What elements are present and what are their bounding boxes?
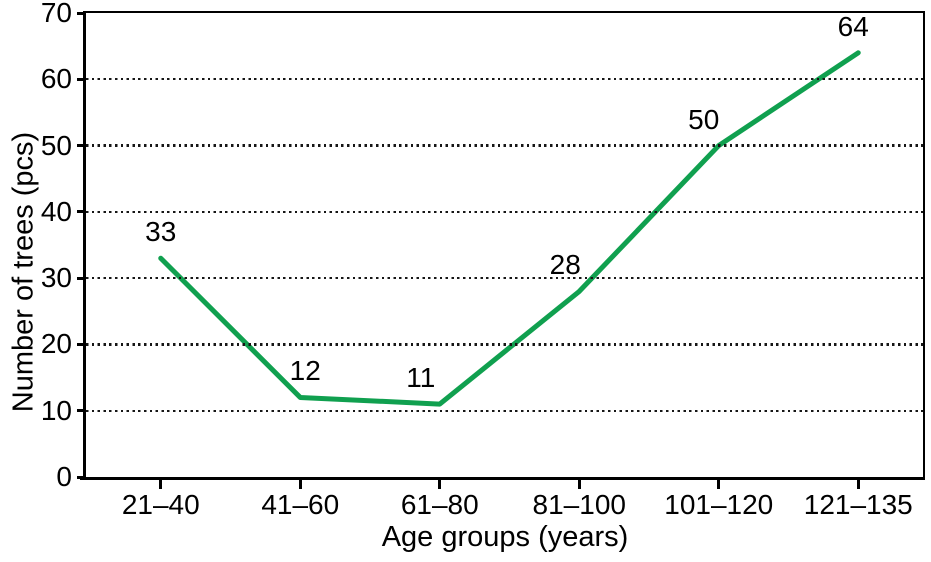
x-tick-mark [298, 477, 302, 489]
y-tick-label: 0 [56, 461, 72, 492]
data-label: 50 [688, 103, 720, 135]
y-tick-mark [77, 475, 86, 479]
x-tick-label: 61–80 [400, 489, 479, 520]
y-tick-label: 40 [40, 195, 72, 227]
y-tick-label: 50 [40, 129, 72, 161]
x-tick-label: 121–135 [803, 489, 913, 520]
data-label: 11 [406, 362, 436, 394]
gridline [86, 343, 923, 346]
x-tick-mark [856, 477, 860, 489]
y-tick-label: 70 [40, 0, 72, 28]
y-tick-label: 20 [40, 328, 72, 360]
gridline [86, 144, 923, 147]
gridline [86, 276, 923, 280]
x-tick-label: 81–100 [532, 489, 626, 520]
x-tick-mark [577, 477, 581, 489]
y-axis-line [83, 11, 86, 480]
x-tick-label: 21–40 [121, 489, 200, 520]
y-tick-label: 60 [40, 63, 72, 95]
y-tick-mark [77, 342, 86, 346]
x-tick-mark [438, 477, 442, 489]
gridline [86, 210, 923, 214]
plot-frame-right [923, 11, 925, 480]
data-label: 28 [549, 249, 581, 281]
x-tick-label: 101–120 [664, 489, 774, 520]
data-label: 64 [837, 10, 869, 42]
gridline [86, 409, 923, 412]
y-tick-mark [77, 210, 86, 214]
y-tick-mark [77, 144, 86, 148]
gridline [86, 78, 923, 81]
plot-frame-top [83, 11, 925, 13]
plot-area [158, 50, 861, 407]
x-tick-mark [717, 477, 721, 489]
y-tick-mark [77, 11, 86, 15]
y-tick-mark [77, 409, 86, 413]
x-tick-mark [159, 477, 163, 489]
y-tick-label: 30 [40, 262, 72, 294]
y-tick-mark [77, 77, 86, 81]
data-label: 12 [289, 355, 321, 387]
x-axis-title: Age groups (years) [381, 521, 629, 553]
y-tick-label: 10 [40, 394, 72, 426]
y-tick-mark [77, 276, 86, 280]
x-axis-line [80, 477, 925, 480]
tree-count-series-line [158, 50, 861, 407]
x-tick-label: 41–60 [261, 489, 340, 520]
data-label: 33 [145, 216, 177, 248]
